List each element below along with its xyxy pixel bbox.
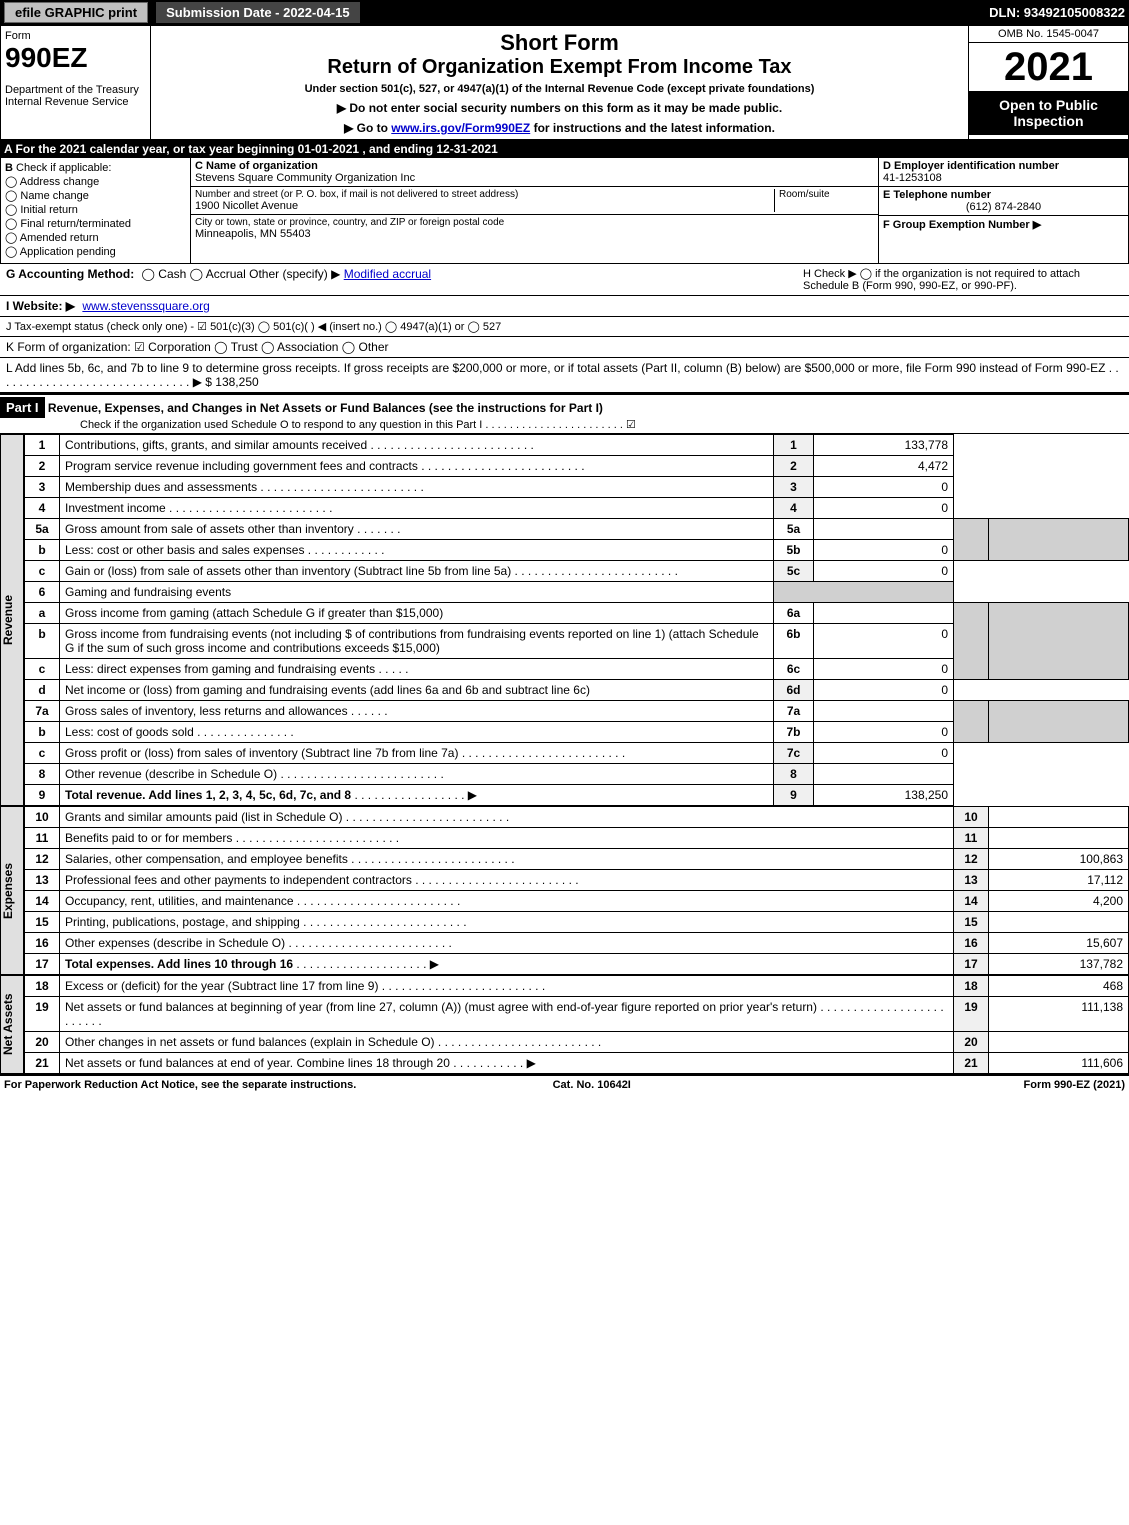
row-i: I Website: ▶ www.stevenssquare.org [0,296,1129,317]
c-name-label: C Name of organization [195,160,870,172]
col-b-checkboxes: B Check if applicable: ◯ Address change … [1,158,191,263]
title-return: Return of Organization Exempt From Incom… [155,56,964,79]
net-assets-side-label: Net Assets [0,975,24,1074]
row-j: J Tax-exempt status (check only one) - ☑… [0,317,1129,337]
l-value: $ 138,250 [205,375,258,389]
net-assets-table: 18Excess or (deficit) for the year (Subt… [24,975,1129,1074]
accounting-method-value[interactable]: Modified accrual [344,267,431,281]
i-label: I Website: ▶ [6,299,75,313]
open-to-public: Open to Public Inspection [969,91,1128,135]
revenue-table: 1Contributions, gifts, grants, and simil… [24,434,1129,806]
tel-value: (612) 874-2840 [883,201,1124,213]
l-text: L Add lines 5b, 6c, and 7b to line 9 to … [6,361,1119,389]
submission-date: Submission Date - 2022-04-15 [156,2,360,23]
page-footer: For Paperwork Reduction Act Notice, see … [0,1074,1129,1094]
tel-label: E Telephone number [883,189,1124,201]
g-options: ◯ Cash ◯ Accrual Other (specify) ▶ [142,267,341,281]
tax-year: 2021 [969,43,1128,91]
part-1-label: Part I [0,397,45,418]
note-goto: ▶ Go to www.irs.gov/Form990EZ for instru… [155,121,964,135]
chk-final-return[interactable]: ◯ Final return/terminated [5,217,186,230]
room-label: Room/suite [779,189,874,200]
city-label: City or town, state or province, country… [195,217,874,228]
note-goto-post: for instructions and the latest informat… [530,121,775,135]
omb-number: OMB No. 1545-0047 [969,26,1128,43]
chk-initial-return[interactable]: ◯ Initial return [5,203,186,216]
note-ssn: ▶ Do not enter social security numbers o… [155,101,964,115]
part-1-sub: Check if the organization used Schedule … [0,418,1129,431]
form-label: Form [5,30,146,42]
part-1-title: Revenue, Expenses, and Changes in Net As… [48,401,603,415]
expenses-side-label: Expenses [0,806,24,975]
org-street: 1900 Nicollet Avenue [195,200,774,212]
b-text: Check if applicable: [16,162,111,174]
expenses-section: Expenses 10Grants and similar amounts pa… [0,806,1129,975]
section-b-to-f: B Check if applicable: ◯ Address change … [0,158,1129,264]
header-middle: Short Form Return of Organization Exempt… [151,26,968,139]
g-label: G Accounting Method: [6,267,134,281]
chk-application-pending[interactable]: ◯ Application pending [5,245,186,258]
ein-label: D Employer identification number [883,160,1124,172]
subtitle: Under section 501(c), 527, or 4947(a)(1)… [155,83,964,95]
top-bar: efile GRAPHIC print Submission Date - 20… [0,0,1129,25]
b-label: B [5,162,13,174]
form-header: Form 990EZ Department of the Treasury In… [0,25,1129,140]
note-goto-pre: ▶ Go to [344,121,391,135]
efile-print-button[interactable]: efile GRAPHIC print [4,2,148,23]
row-k: K Form of organization: ☑ Corporation ◯ … [0,337,1129,358]
row-l: L Add lines 5b, 6c, and 7b to line 9 to … [0,358,1129,393]
department-label: Department of the Treasury Internal Reve… [5,84,146,108]
header-left: Form 990EZ Department of the Treasury In… [1,26,151,139]
footer-left: For Paperwork Reduction Act Notice, see … [4,1079,356,1091]
revenue-side-label: Revenue [0,434,24,806]
revenue-section: Revenue 1Contributions, gifts, grants, a… [0,434,1129,806]
group-exemption-label: F Group Exemption Number ▶ [883,218,1124,231]
net-assets-section: Net Assets 18Excess or (deficit) for the… [0,975,1129,1074]
irs-link[interactable]: www.irs.gov/Form990EZ [391,121,530,135]
org-name: Stevens Square Community Organization In… [195,172,874,184]
chk-name-change[interactable]: ◯ Name change [5,189,186,202]
row-g-h: G Accounting Method: ◯ Cash ◯ Accrual Ot… [0,264,1129,296]
expenses-table: 10Grants and similar amounts paid (list … [24,806,1129,975]
ein-value: 41-1253108 [883,172,1124,184]
h-text: H Check ▶ ◯ if the organization is not r… [803,267,1123,292]
website-link[interactable]: www.stevenssquare.org [82,299,209,313]
footer-cat: Cat. No. 10642I [553,1079,631,1091]
header-right: OMB No. 1545-0047 2021 Open to Public In… [968,26,1128,139]
street-label: Number and street (or P. O. box, if mail… [195,189,770,200]
dln-label: DLN: 93492105008322 [989,5,1125,20]
chk-address-change[interactable]: ◯ Address change [5,175,186,188]
form-number: 990EZ [5,42,146,74]
part-1-header: Part I Revenue, Expenses, and Changes in… [0,393,1129,434]
org-city: Minneapolis, MN 55403 [195,228,874,240]
title-short-form: Short Form [155,30,964,56]
chk-amended-return[interactable]: ◯ Amended return [5,231,186,244]
col-d-e-f: D Employer identification number 41-1253… [878,158,1128,263]
col-c-org-info: C Name of organization Stevens Square Co… [191,158,878,263]
row-a-tax-year: A For the 2021 calendar year, or tax yea… [0,140,1129,158]
footer-form: Form 990-EZ (2021) [1024,1079,1125,1091]
